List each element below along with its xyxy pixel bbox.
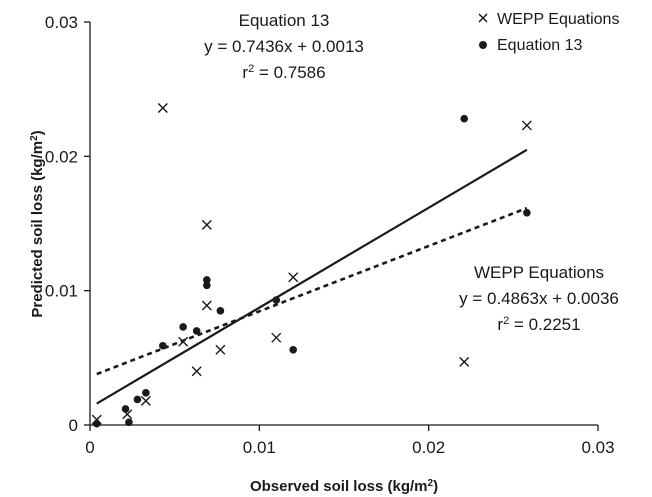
y-axis-ticks: 0 0.01 0.02 0.03: [45, 13, 90, 435]
x-axis-title: Observed soil loss (kg/m2): [250, 478, 438, 496]
wepp-fit-annotation: WEPP Equations y = 0.4863x + 0.0036 r2 =…: [459, 263, 619, 334]
wepp-fit-equation: y = 0.4863x + 0.0036: [459, 289, 619, 308]
equation13-point: [125, 418, 133, 427]
plot-area: 0 0.01 0.02 0.03 0 0.01 0.02 0.03: [45, 13, 615, 457]
wepp-point: [140, 395, 151, 406]
equation13-trendline: [96, 148, 528, 405]
y-tick-label: 0.01: [45, 282, 78, 301]
fit-lines: [96, 148, 528, 405]
wepp-point: [288, 272, 299, 283]
wepp-fit-title: WEPP Equations: [474, 263, 604, 282]
y-tick-label: 0.02: [45, 147, 78, 166]
wepp-trendline: [96, 206, 528, 376]
wepp-point: [215, 344, 226, 355]
equation13-point: [179, 323, 187, 331]
equation13-fit-r2: r2 = 0.7586: [242, 63, 325, 82]
x-tick-label: 0.03: [581, 438, 614, 457]
x-tick-label: 0.02: [412, 438, 445, 457]
legend-dot-icon: [479, 41, 487, 49]
equation13-point: [523, 208, 531, 217]
x-tick-label: 0: [85, 438, 94, 457]
wepp-point: [178, 336, 189, 347]
wepp-fit-r2: r2 = 0.2251: [497, 315, 580, 334]
equation13-point: [192, 327, 201, 335]
wepp-point: [459, 356, 470, 367]
equation13-point: [289, 345, 298, 354]
equation13-point: [142, 388, 150, 397]
y-tick-label: 0.03: [45, 13, 78, 32]
equation13-point: [216, 307, 225, 315]
wepp-point: [521, 120, 532, 131]
legend-cross-icon: [478, 13, 488, 23]
equation13-fit-annotation: Equation 13 y = 0.7436x + 0.0013 r2 = 0.…: [204, 11, 364, 82]
y-axis-title: Predicted soil loss (kg/m2): [29, 130, 47, 317]
y-tick-label: 0: [69, 416, 78, 435]
data-markers: [91, 102, 532, 428]
legend-label-equation13: Equation 13: [497, 37, 583, 54]
wepp-point: [157, 102, 168, 113]
x-axis-ticks: 0 0.01 0.02 0.03: [85, 425, 615, 457]
equation13-point: [203, 276, 211, 284]
equation13-point: [159, 341, 167, 350]
equation13-point: [272, 296, 281, 304]
equation13-point: [460, 114, 469, 123]
wepp-point: [201, 219, 212, 230]
equation13-point: [203, 281, 211, 290]
wepp-point: [271, 332, 282, 343]
equation13-point: [133, 395, 142, 404]
wepp-point: [191, 366, 202, 377]
legend-label-wepp: WEPP Equations: [497, 11, 619, 28]
equation13-point: [121, 405, 130, 413]
equation13-fit-equation: y = 0.7436x + 0.0013: [204, 37, 364, 56]
wepp-point: [201, 300, 212, 311]
equation13-fit-title: Equation 13: [239, 11, 330, 30]
equation13-point: [92, 419, 101, 428]
legend: WEPP Equations Equation 13: [478, 11, 619, 54]
x-tick-label: 0.01: [243, 438, 276, 457]
